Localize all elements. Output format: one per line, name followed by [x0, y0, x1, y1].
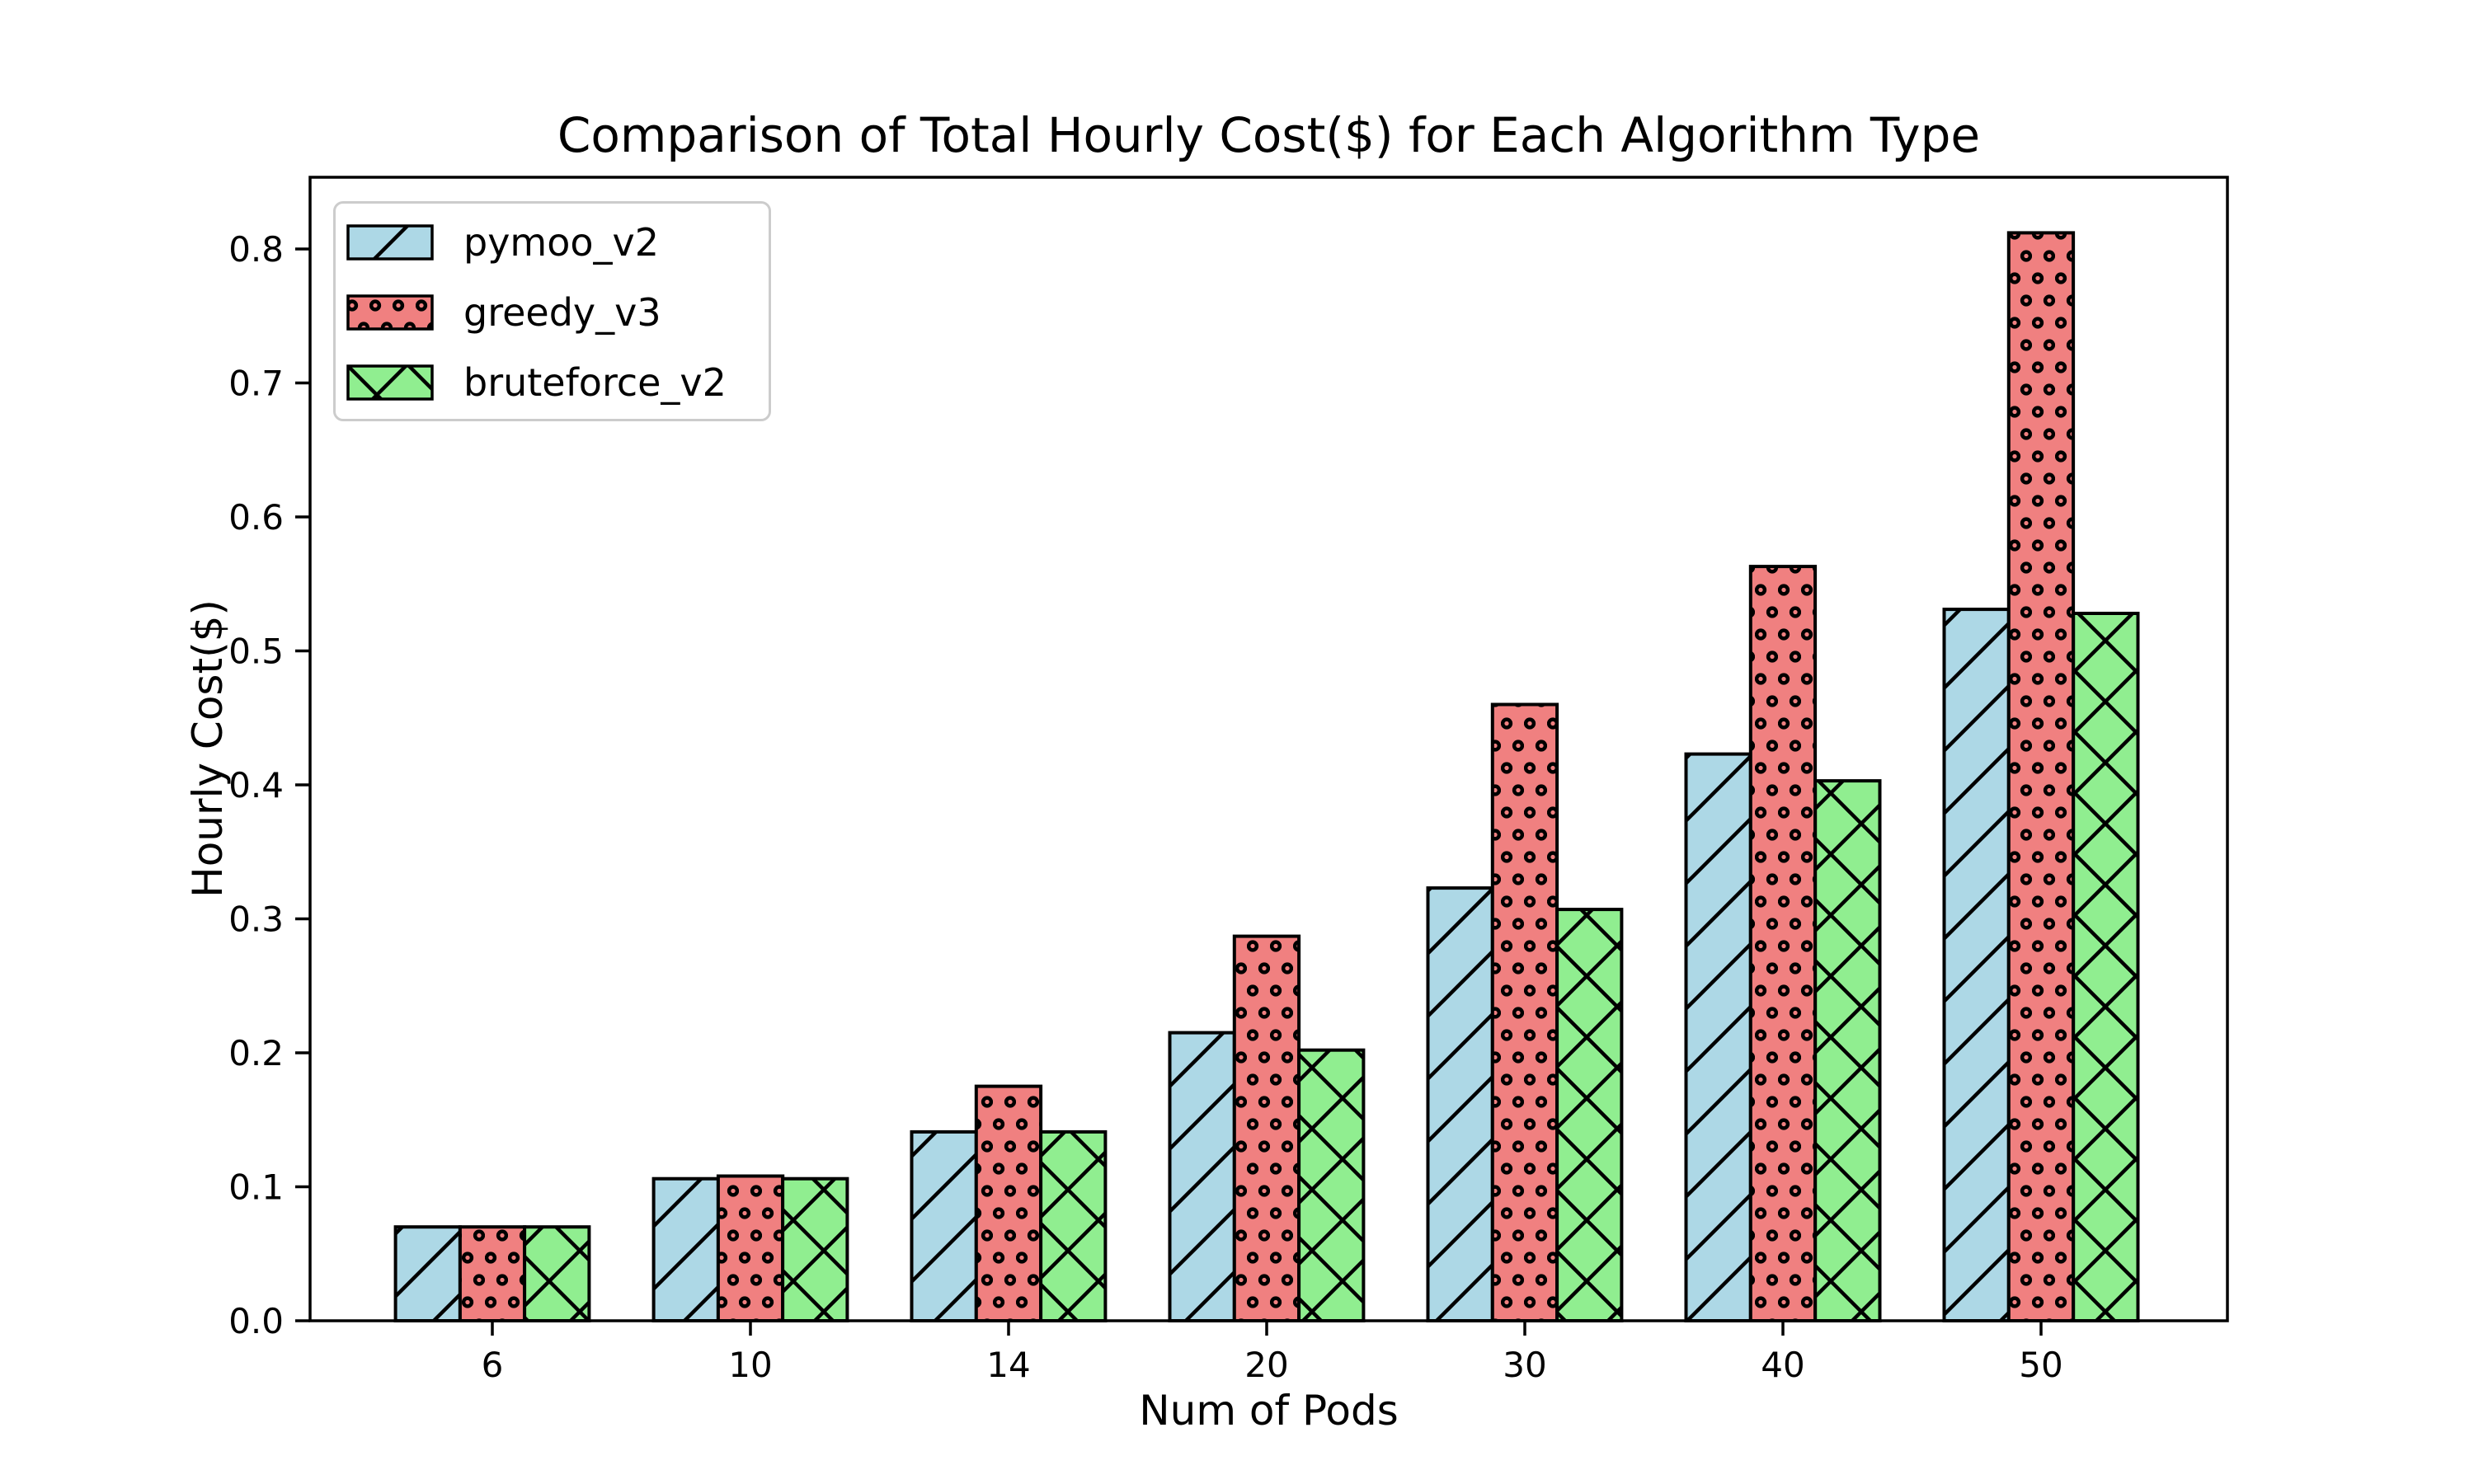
x-tick-label-6: 6	[482, 1345, 504, 1385]
bar-pymoo_v2-30	[1426, 886, 1494, 1322]
bar-bruteforce_v2-6	[523, 1225, 591, 1322]
legend-label: bruteforce_v2	[463, 359, 727, 405]
y-tick-label-0.6: 0.6	[228, 497, 284, 538]
x-tick-label-20: 20	[1244, 1345, 1288, 1385]
x-tick-label-10: 10	[728, 1345, 772, 1385]
bars-layer	[393, 231, 2140, 1323]
y-tick-label-0.3: 0.3	[228, 899, 284, 939]
bar-greedy_v3-14	[974, 1084, 1043, 1322]
legend-label: pymoo_v2	[463, 219, 660, 265]
legend-item-bruteforce-v2: bruteforce_v2	[346, 347, 769, 417]
bar-bruteforce_v2-30	[1555, 908, 1624, 1322]
y-tick-label-0.7: 0.7	[228, 363, 284, 403]
bar-bruteforce_v2-10	[781, 1176, 849, 1322]
bar-greedy_v3-40	[1748, 565, 1818, 1322]
x-tick-label-14: 14	[986, 1345, 1030, 1385]
plot-border	[308, 176, 2229, 1322]
x-axis-label: Num of Pods	[1139, 1387, 1399, 1435]
x-tick-label-50: 50	[2019, 1345, 2062, 1385]
bar-greedy_v3-20	[1232, 934, 1301, 1322]
legend-item-greedy-v3: greedy_v3	[346, 277, 769, 347]
y-tick-label-0.4: 0.4	[228, 765, 284, 805]
legend-swatch-circles-icon	[346, 294, 434, 331]
bar-pymoo_v2-10	[651, 1176, 720, 1322]
chart-title: Comparison of Total Hourly Cost($) for E…	[557, 107, 1981, 163]
y-tick-label-0.2: 0.2	[228, 1033, 284, 1073]
legend-label: greedy_v3	[463, 289, 661, 335]
bar-greedy_v3-10	[716, 1174, 785, 1322]
y-tick-label-0.8: 0.8	[228, 229, 284, 270]
y-tick-label-0.1: 0.1	[228, 1167, 284, 1207]
legend-swatch-diagonal-icon	[346, 223, 434, 261]
bar-bruteforce_v2-20	[1297, 1048, 1366, 1322]
ticks-layer: 0.0 0.1 0.2 0.3 0.4 0.5 0.6 0.7 0.8 6 10 14 20 30 40 50	[228, 229, 2063, 1385]
bar-pymoo_v2-50	[1942, 608, 2011, 1322]
bar-bruteforce_v2-40	[1813, 779, 1882, 1322]
legend-item-pymoo-v2: pymoo_v2	[346, 207, 769, 277]
legend-swatch-crosshatch-icon	[346, 364, 434, 401]
y-axis-label: Hourly Cost($)	[184, 599, 232, 898]
y-tick-label-0.0: 0.0	[228, 1301, 284, 1341]
bar-pymoo_v2-20	[1168, 1031, 1236, 1322]
bar-pymoo_v2-6	[393, 1225, 462, 1322]
bar-greedy_v3-6	[458, 1225, 527, 1322]
y-tick-label-0.5: 0.5	[228, 631, 284, 671]
x-tick-label-40: 40	[1761, 1345, 1804, 1385]
bar-greedy_v3-50	[2006, 231, 2076, 1322]
bar-bruteforce_v2-14	[1039, 1129, 1108, 1323]
x-tick-label-30: 30	[1503, 1345, 1546, 1385]
bar-bruteforce_v2-50	[2072, 612, 2140, 1322]
bar-pymoo_v2-14	[910, 1129, 978, 1323]
bar-greedy_v3-30	[1490, 702, 1559, 1322]
legend: pymoo_v2 greedy_v3 bruteforce_v2	[333, 201, 771, 421]
bar-pymoo_v2-40	[1684, 752, 1752, 1322]
